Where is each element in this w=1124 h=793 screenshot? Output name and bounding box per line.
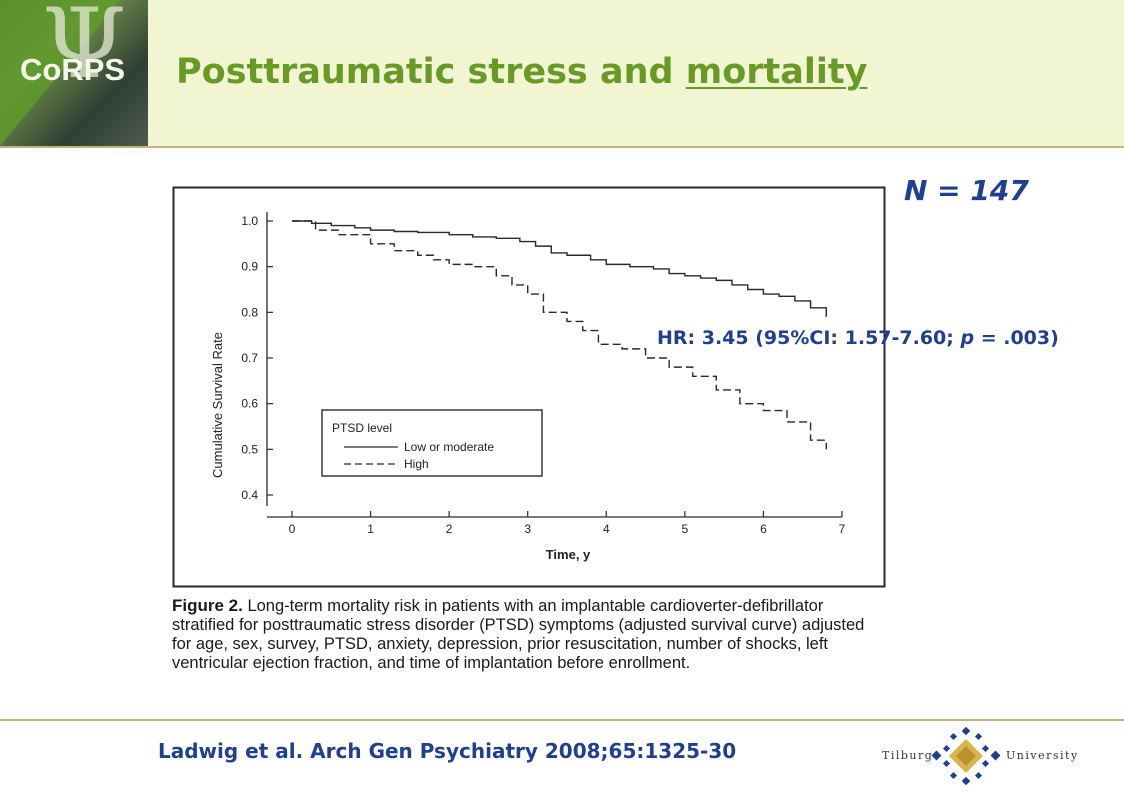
logo-text: CoRPS — [20, 52, 126, 87]
survival-figure: 0.4 0.5 0.6 0.7 0.8 0.9 1.0 0 1 2 3 4 5 6 7 PTSD level… — [172, 186, 886, 588]
hr-part1: HR: 3.45 (95%CI: 1.57-7.60; — [657, 327, 961, 349]
title-prefix: Posttraumatic stress and — [176, 52, 686, 92]
x-tick-label: 5 — [682, 522, 689, 536]
header-band — [0, 0, 1124, 146]
tilburg-word: Tilburg — [882, 749, 934, 762]
figure-caption: Figure 2. Long-term mortality risk in pa… — [172, 596, 887, 673]
hr-part2: = .003) — [974, 327, 1059, 349]
series-line-high — [292, 220, 827, 450]
x-tick-label: 0 — [289, 522, 296, 536]
footer-divider — [0, 719, 1124, 721]
chart-series — [292, 220, 827, 450]
y-tick-label: 0.9 — [241, 260, 258, 274]
caption-text: Long-term mortality risk in patients wit… — [172, 597, 865, 672]
header-divider — [0, 146, 1124, 148]
citation: Ladwig et al. Arch Gen Psychiatry 2008;6… — [158, 739, 737, 763]
x-tick-label: 4 — [603, 522, 610, 536]
sample-size-label: N = 147 — [904, 174, 1029, 207]
y-tick-label: 0.5 — [241, 442, 258, 456]
legend-title: PTSD level — [332, 421, 392, 435]
chart-axes: 0.4 0.5 0.6 0.7 0.8 0.9 1.0 0 1 2 3 4 5 6 7 — [241, 212, 846, 536]
series-line-low-moderate — [292, 220, 827, 317]
slide-title: Posttraumatic stress and mortality — [176, 52, 867, 92]
x-tick-label: 1 — [367, 522, 374, 536]
corps-logo: Ψ CoRPS — [0, 0, 148, 146]
x-tick-label: 3 — [524, 522, 531, 536]
legend-label-high: High — [404, 457, 429, 471]
x-axis-label: Time, y — [546, 547, 591, 562]
x-tick-label: 2 — [446, 522, 453, 536]
x-tick-label: 6 — [760, 522, 767, 536]
y-tick-label: 0.6 — [241, 397, 258, 411]
logo-green-shape — [0, 0, 120, 146]
chart-legend: PTSD level Low or moderate High — [321, 409, 543, 477]
tilburg-emblem-icon — [931, 726, 1001, 786]
psi-icon: Ψ — [42, 0, 127, 100]
y-tick-label: 0.4 — [241, 488, 258, 502]
hazard-ratio-label: HR: 3.45 (95%CI: 1.57-7.60; p = .003) — [657, 327, 1059, 349]
title-emphasis: mortality — [685, 52, 868, 92]
hr-p: p — [960, 327, 975, 349]
y-tick-label: 0.7 — [241, 351, 258, 365]
legend-label-low: Low or moderate — [404, 440, 494, 454]
y-tick-label: 1.0 — [241, 214, 258, 228]
survival-chart: 0.4 0.5 0.6 0.7 0.8 0.9 1.0 0 1 2 3 4 5 6 7 PTSD level… — [172, 186, 886, 588]
y-axis-label: Cumulative Survival Rate — [210, 332, 225, 478]
legend-box — [321, 409, 543, 477]
university-word: University — [1006, 749, 1079, 762]
caption-heading: Figure 2. — [172, 596, 243, 615]
x-tick-label: 7 — [839, 522, 846, 536]
figure-frame — [172, 186, 886, 588]
tilburg-university-logo: Tilburg University — [882, 726, 1082, 786]
y-tick-label: 0.8 — [241, 305, 258, 319]
